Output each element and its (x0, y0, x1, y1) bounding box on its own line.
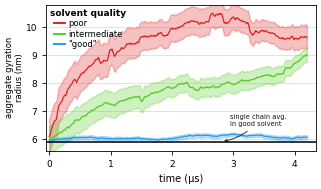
Legend: poor, intermediate, "good": poor, intermediate, "good" (49, 7, 128, 50)
Y-axis label: aggregate gyration
radius (nm): aggregate gyration radius (nm) (5, 37, 24, 118)
Text: single chain avg.
in good solvent: single chain avg. in good solvent (225, 114, 287, 142)
X-axis label: time (μs): time (μs) (159, 174, 203, 184)
